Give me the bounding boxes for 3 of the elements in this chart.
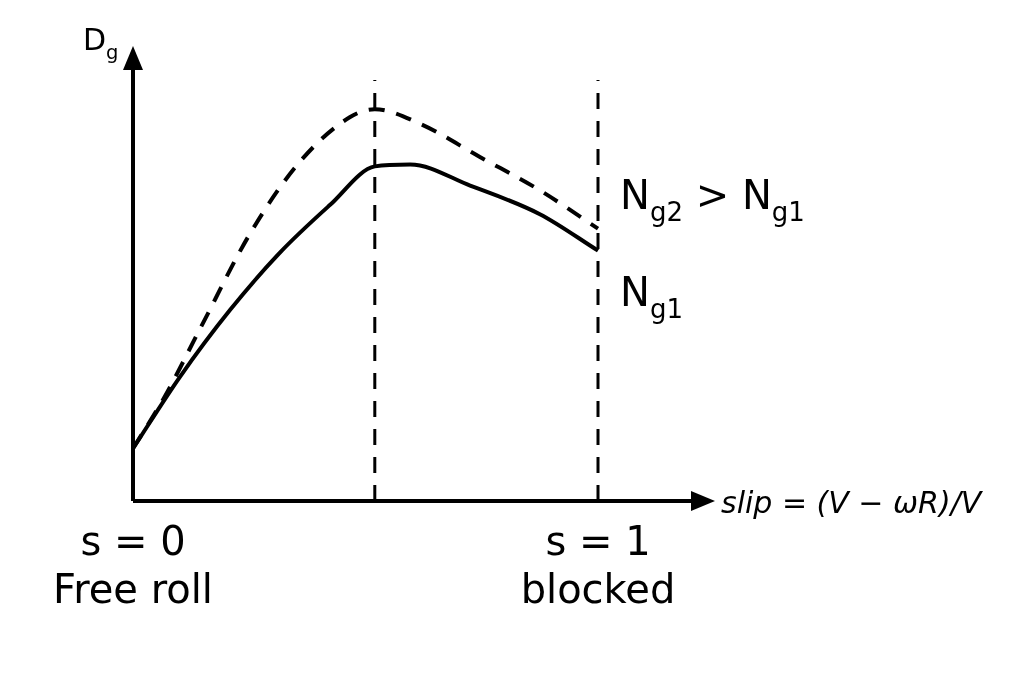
x-axis-title: slip = (V − ωR)/V bbox=[721, 485, 984, 520]
x-tick-label: s = 0 Free roll bbox=[53, 518, 213, 613]
x-tick-label: s = 1 blocked bbox=[520, 518, 676, 613]
